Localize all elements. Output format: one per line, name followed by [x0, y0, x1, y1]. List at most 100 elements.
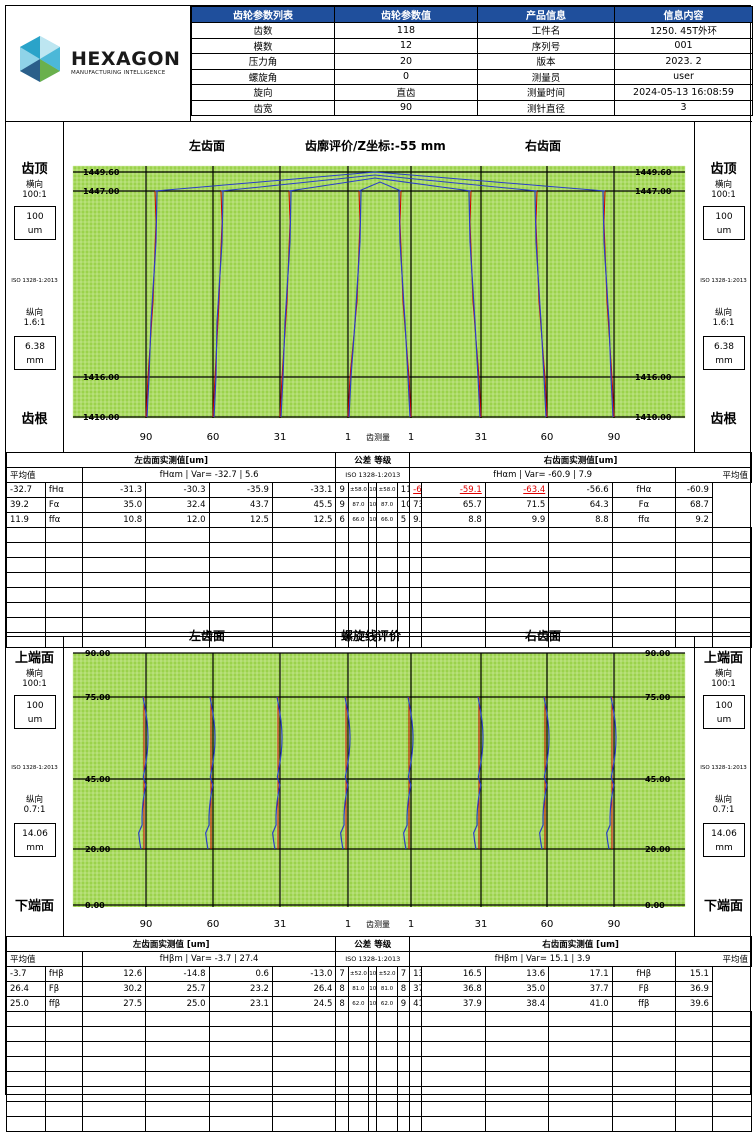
helix-y-tick: 0.00	[85, 901, 105, 910]
helix-results-table: 左齿面实测值 [um] 公差 等级 右齿面实测值 [um] 平均值 fHβm | Var…	[5, 936, 753, 1132]
right-value-text: 37.7	[589, 984, 609, 994]
empty-row	[6, 542, 753, 558]
profile-x-tick: 60	[207, 432, 220, 443]
profile-x-tick: 90	[140, 432, 153, 443]
empty-cell	[368, 572, 378, 588]
profile-results-table: 左齿面实测值[um] 公差 等级 右齿面实测值[um] 平均值 fHαm | Var= …	[5, 452, 753, 648]
empty-cell	[421, 617, 486, 633]
v-scale-ratio-right: 1.6:1	[712, 318, 735, 328]
empty-cell	[396, 587, 411, 603]
right-value: 41.0	[548, 996, 613, 1012]
empty-cell	[6, 1011, 46, 1027]
empty-row	[6, 602, 753, 618]
empty-cell	[335, 557, 349, 573]
empty-cell	[396, 1011, 411, 1027]
empty-cell	[145, 1056, 210, 1072]
left-value: 26.4	[271, 981, 337, 997]
h-scale-label-right: 横向	[714, 180, 732, 190]
empty-cell	[484, 1026, 550, 1042]
empty-cell	[208, 1101, 273, 1117]
tip-label: 齿顶	[21, 162, 48, 177]
param-row: 齿宽 90 测针直径 3	[191, 99, 753, 116]
empty-cell	[409, 1116, 423, 1132]
empty-cell	[711, 557, 753, 573]
empty-cell	[335, 1086, 349, 1102]
right-summary: fHαm | Var= -60.9 | 7.9	[409, 467, 677, 483]
empty-cell	[376, 587, 398, 603]
param-cell: 测针直径	[477, 99, 615, 116]
empty-cell	[548, 587, 613, 603]
empty-cell	[409, 1086, 423, 1102]
helix-title: 螺旋线评价	[341, 629, 402, 643]
profile-chart-section: 齿顶 横向 100:1 100 um ISO 1328-1:2013 纵向 1.6…	[6, 122, 752, 452]
left-quality: 7	[335, 966, 349, 982]
empty-cell	[611, 602, 677, 618]
helix-measured-curve	[403, 696, 414, 850]
profile-tip-line	[288, 177, 472, 192]
tol-left: 62.0	[347, 996, 370, 1012]
empty-cell	[409, 1071, 423, 1087]
profile-x-tick: 1	[345, 432, 351, 443]
profile-measured-curve	[348, 190, 362, 418]
empty-row	[6, 617, 753, 633]
empty-cell	[548, 1056, 613, 1072]
right-value-text: 13.6	[526, 969, 546, 979]
v-scale-box-right: 6.38 mm	[703, 336, 745, 370]
empty-cell	[376, 1056, 398, 1072]
helix-chart: 90.00 90.00 75.00 75.00 45.00 45.00 20.00 20.00…	[65, 629, 693, 936]
tol-right: 87.0	[376, 497, 398, 513]
tol-grade: 10	[368, 482, 378, 498]
empty-cell	[611, 1101, 677, 1117]
empty-cell	[368, 587, 378, 603]
empty-cell	[347, 572, 370, 588]
brand-name: HEXAGON	[71, 48, 181, 70]
helix-y-tick: 90.00	[85, 649, 111, 658]
table-row: 11.9ffα10.812.012.512.5666.01066.059.28.…	[6, 512, 752, 528]
empty-cell	[347, 1101, 370, 1117]
param-cell: 旋向	[191, 84, 335, 101]
empty-cell	[145, 1026, 210, 1042]
iso-standard: ISO 1328-1:2013	[335, 467, 411, 483]
profile-y-tick-right: 1447.00	[635, 187, 672, 196]
empty-cell	[421, 1011, 486, 1027]
empty-cell	[376, 542, 398, 558]
param-name: ffβ	[44, 996, 83, 1012]
empty-cell	[396, 1056, 411, 1072]
empty-cell	[675, 587, 713, 603]
empty-cell	[396, 602, 411, 618]
right-value: 71.5	[484, 497, 550, 513]
empty-cell	[611, 1026, 677, 1042]
table-title-row: 左齿面实测值 [um] 公差 等级 右齿面实测值 [um]	[5, 936, 752, 952]
profile-grid-background	[73, 166, 685, 418]
param-cell: 测量员	[477, 68, 615, 85]
right-value: 13.2	[409, 966, 423, 982]
table-title-row: 左齿面实测值[um] 公差 等级 右齿面实测值[um]	[5, 452, 752, 468]
empty-cell	[44, 1041, 83, 1057]
empty-cell	[484, 1086, 550, 1102]
empty-cell	[44, 1116, 83, 1132]
right-value: 37.9	[409, 981, 423, 997]
empty-cell	[208, 572, 273, 588]
empty-cell	[347, 527, 370, 543]
empty-cell	[44, 1011, 83, 1027]
left-value: 10.8	[81, 512, 147, 528]
empty-cell	[409, 527, 423, 543]
right-value-text: 9.9	[531, 515, 546, 525]
empty-cell	[44, 1101, 83, 1117]
empty-cell	[396, 1071, 411, 1087]
right-value: 8.8	[548, 512, 613, 528]
empty-cell	[711, 542, 753, 558]
empty-cell	[396, 542, 411, 558]
param-name: fHβ	[44, 966, 83, 982]
left-value: 23.1	[208, 996, 273, 1012]
empty-cell	[409, 1011, 423, 1027]
empty-cell	[335, 542, 349, 558]
param-cell: 3	[614, 99, 753, 116]
empty-cell	[548, 1041, 613, 1057]
empty-cell	[711, 1071, 753, 1087]
empty-cell	[368, 1101, 378, 1117]
profile-measured-curve	[146, 190, 158, 418]
avg-label: 平均值	[6, 951, 83, 967]
empty-cell	[6, 572, 46, 588]
empty-cell	[711, 1086, 753, 1102]
